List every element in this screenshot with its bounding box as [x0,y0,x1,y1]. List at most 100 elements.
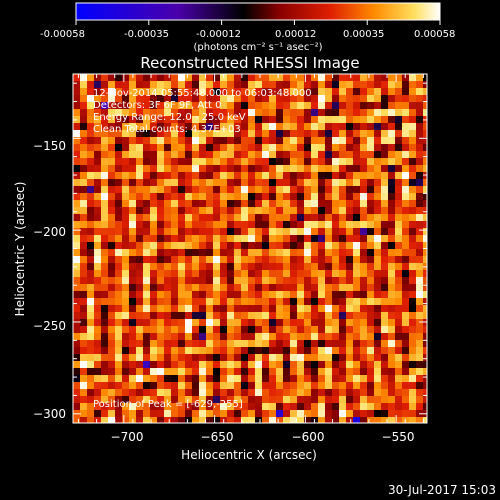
heatmap-pixel [290,375,297,382]
heatmap-pixel [136,179,143,186]
heatmap-pixel [276,214,283,221]
heatmap-pixel [108,361,115,368]
heatmap-pixel [381,389,388,396]
heatmap-pixel [318,277,325,284]
heatmap-pixel [199,368,206,375]
heatmap-pixel [73,102,80,109]
heatmap-pixel [402,144,409,151]
heatmap-pixel [171,312,178,319]
heatmap-pixel [108,151,115,158]
heatmap-pixel [80,256,87,263]
heatmap-pixel [150,123,157,130]
heatmap-pixel [108,263,115,270]
heatmap-pixel [136,116,143,123]
heatmap-pixel [220,137,227,144]
heatmap-pixel [241,242,248,249]
heatmap-pixel [80,193,87,200]
heatmap-pixel [136,228,143,235]
heatmap-pixel [227,354,234,361]
heatmap-pixel [199,333,206,340]
heatmap-pixel [409,130,416,137]
heatmap-pixel [178,165,185,172]
heatmap-pixel [423,354,427,361]
heatmap-pixel [164,228,171,235]
heatmap-pixel [381,403,388,410]
heatmap-pixel [255,123,262,130]
heatmap-pixel [227,256,234,263]
heatmap-pixel [395,340,402,347]
heatmap-pixel [234,102,241,109]
heatmap-pixel [143,235,150,242]
heatmap-pixel [94,214,101,221]
heatmap-pixel [332,284,339,291]
heatmap-pixel [297,340,304,347]
heatmap-pixel [416,284,423,291]
heatmap-pixel [87,326,94,333]
heatmap-pixel [80,305,87,312]
heatmap-pixel [248,102,255,109]
heatmap-pixel [339,312,346,319]
heatmap-pixel [367,284,374,291]
heatmap-pixel [290,130,297,137]
heatmap-pixel [360,179,367,186]
heatmap-pixel [416,130,423,137]
heatmap-pixel [227,200,234,207]
heatmap-pixel [227,249,234,256]
heatmap-pixel [157,340,164,347]
heatmap-pixel [157,410,164,417]
heatmap-pixel [122,340,129,347]
x-tick-label-2: −600 [292,430,325,444]
heatmap-pixel [367,263,374,270]
heatmap-pixel [283,221,290,228]
heatmap-pixel [164,88,171,95]
heatmap-pixel [311,389,318,396]
heatmap-pixel [332,389,339,396]
heatmap-pixel [248,95,255,102]
heatmap-pixel [227,144,234,151]
heatmap-pixel [143,410,150,417]
heatmap-pixel [374,151,381,158]
heatmap-pixel [297,396,304,403]
heatmap-pixel [416,193,423,200]
heatmap-pixel [290,403,297,410]
heatmap-pixel [374,417,381,423]
heatmap-pixel [213,375,220,382]
heatmap-pixel [304,123,311,130]
heatmap-pixel [255,200,262,207]
heatmap-pixel [241,151,248,158]
heatmap-pixel [332,417,339,423]
heatmap-pixel [353,144,360,151]
heatmap-pixel [178,361,185,368]
heatmap-pixel [199,312,206,319]
heatmap-pixel [395,137,402,144]
heatmap-pixel [374,193,381,200]
heatmap-pixel [87,158,94,165]
heatmap-pixel [416,417,423,423]
heatmap-pixel [122,312,129,319]
heatmap-pixel [283,312,290,319]
heatmap-pixel [213,396,220,403]
heatmap-pixel [318,221,325,228]
heatmap-pixel [276,102,283,109]
heatmap-pixel [290,277,297,284]
heatmap-pixel [395,172,402,179]
heatmap-pixel [150,193,157,200]
heatmap-pixel [157,326,164,333]
heatmap-pixel [136,410,143,417]
heatmap-pixel [262,207,269,214]
heatmap-pixel [241,235,248,242]
heatmap-pixel [115,109,122,116]
heatmap-pixel [325,158,332,165]
heatmap-pixel [304,109,311,116]
heatmap-pixel [339,417,346,423]
heatmap-pixel [171,151,178,158]
heatmap-pixel [115,193,122,200]
heatmap-pixel [192,242,199,249]
heatmap-pixel [388,375,395,382]
heatmap-pixel [248,291,255,298]
heatmap-pixel [227,368,234,375]
heatmap-pixel [346,291,353,298]
heatmap-pixel [164,200,171,207]
heatmap-pixel [150,228,157,235]
heatmap-pixel [402,270,409,277]
